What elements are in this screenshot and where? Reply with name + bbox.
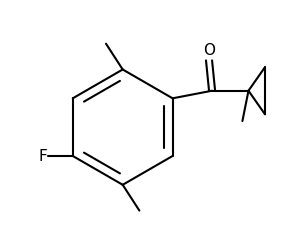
Text: O: O <box>203 43 215 58</box>
Text: F: F <box>39 149 48 164</box>
